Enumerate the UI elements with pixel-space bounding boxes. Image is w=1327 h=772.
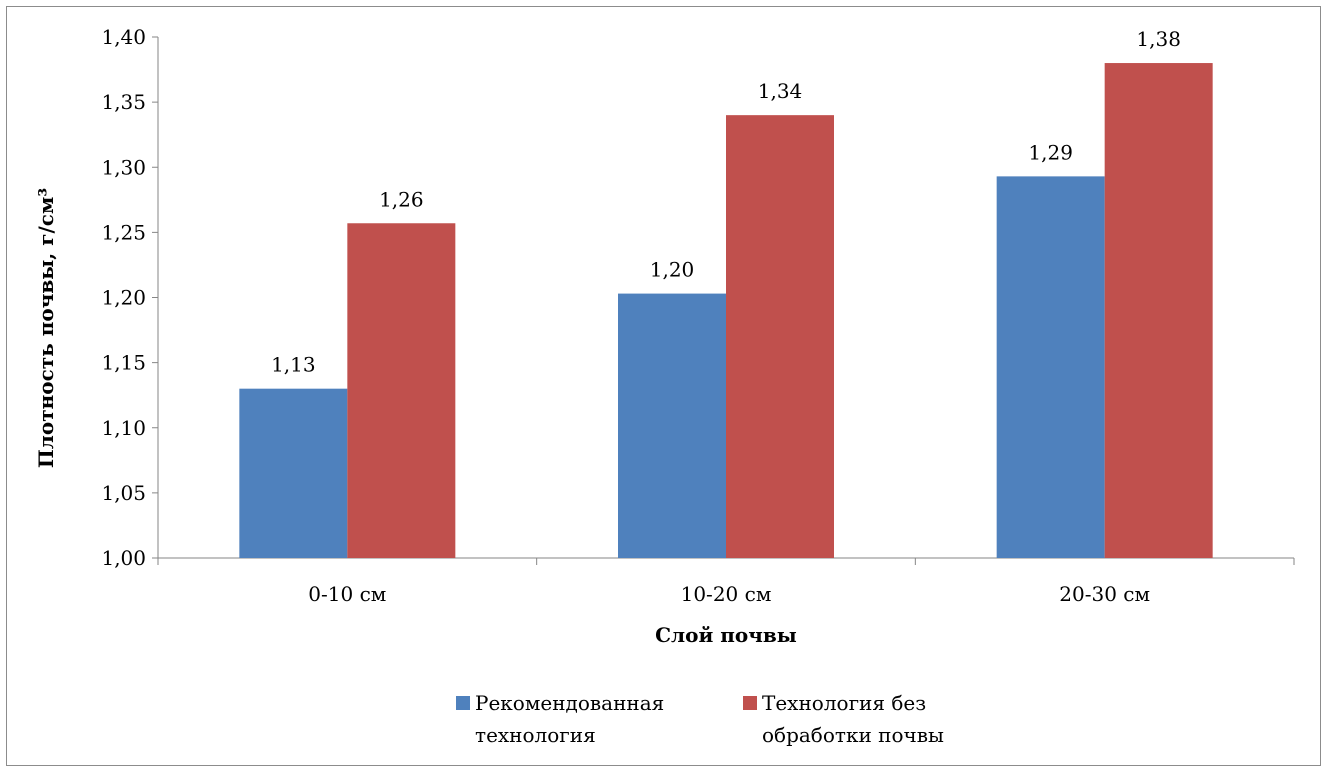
legend-swatch bbox=[456, 696, 470, 710]
y-axis: 1,00 1,05 1,10 1,15 1,20 1,25 1,30 1,35 1,40 bbox=[101, 25, 159, 570]
data-label: 1,13 bbox=[271, 353, 316, 377]
x-tick-label: 20-30 см bbox=[1059, 582, 1150, 606]
bar bbox=[347, 223, 456, 558]
legend-swatch bbox=[743, 696, 757, 710]
data-label: 1,38 bbox=[1136, 27, 1181, 51]
data-label: 1,26 bbox=[379, 187, 424, 211]
legend: Рекомендованная технология Технология без о… bbox=[456, 691, 944, 747]
bars bbox=[239, 63, 1213, 559]
data-label: 1,20 bbox=[650, 258, 695, 282]
y-tick-label: 1,25 bbox=[101, 220, 146, 244]
y-tick-label: 1,40 bbox=[101, 25, 146, 49]
data-label: 1,34 bbox=[758, 79, 803, 103]
x-tick-label: 10-20 см bbox=[681, 582, 772, 606]
y-tick-label: 1,35 bbox=[101, 90, 146, 114]
legend-label: обработки почвы bbox=[762, 723, 944, 747]
y-tick-label: 1,15 bbox=[101, 351, 146, 375]
y-tick-label: 1,10 bbox=[101, 416, 146, 440]
y-axis-title: Плотность почвы, г/см³ bbox=[34, 188, 58, 468]
x-axis: 0-10 см 10-20 см 20-30 см bbox=[157, 557, 1295, 606]
legend-label: технология bbox=[475, 723, 596, 747]
x-axis-title: Слой почвы bbox=[655, 623, 797, 647]
bar bbox=[618, 293, 726, 558]
y-tick-label: 1,30 bbox=[101, 155, 146, 179]
bar bbox=[239, 388, 348, 558]
bar bbox=[996, 176, 1105, 558]
bar bbox=[1104, 63, 1213, 559]
y-tick-label: 1,00 bbox=[101, 546, 146, 570]
y-tick-label: 1,20 bbox=[101, 286, 146, 310]
x-tick-label: 0-10 см bbox=[308, 582, 386, 606]
bar bbox=[726, 115, 834, 559]
data-labels: 1,13 1,26 1,20 1,34 1,29 1,38 bbox=[271, 27, 1181, 377]
y-tick-label: 1,05 bbox=[101, 481, 146, 505]
legend-label: Технология без bbox=[762, 691, 926, 715]
legend-label: Рекомендованная bbox=[475, 691, 664, 715]
data-label: 1,29 bbox=[1028, 140, 1073, 164]
